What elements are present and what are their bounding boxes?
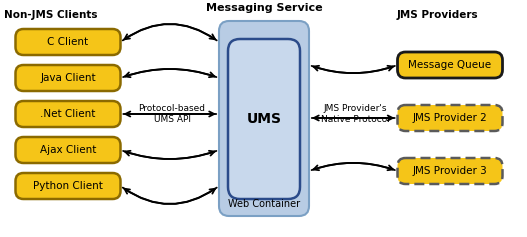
- Text: .Net Client: .Net Client: [40, 109, 96, 119]
- FancyBboxPatch shape: [15, 29, 121, 55]
- Text: JMS Provider 2: JMS Provider 2: [413, 113, 487, 123]
- Text: Protocol-based
UMS API: Protocol-based UMS API: [139, 104, 206, 124]
- Text: Python Client: Python Client: [33, 181, 103, 191]
- FancyBboxPatch shape: [228, 39, 300, 199]
- Text: Messaging Service: Messaging Service: [206, 3, 323, 13]
- Text: JMS Providers: JMS Providers: [397, 10, 479, 20]
- Text: UMS: UMS: [247, 112, 281, 126]
- FancyBboxPatch shape: [15, 137, 121, 163]
- FancyBboxPatch shape: [397, 52, 503, 78]
- FancyBboxPatch shape: [397, 105, 503, 131]
- Text: Java Client: Java Client: [40, 73, 96, 83]
- Text: Ajax Client: Ajax Client: [40, 145, 96, 155]
- Text: JMS Provider's
Native Protocol: JMS Provider's Native Protocol: [320, 104, 389, 124]
- Text: C Client: C Client: [47, 37, 89, 47]
- FancyBboxPatch shape: [15, 101, 121, 127]
- Text: Non-JMS Clients: Non-JMS Clients: [4, 10, 97, 20]
- Text: Message Queue: Message Queue: [408, 60, 492, 70]
- FancyBboxPatch shape: [15, 65, 121, 91]
- Text: Web Container: Web Container: [228, 199, 300, 209]
- FancyBboxPatch shape: [219, 21, 309, 216]
- Text: JMS Provider 3: JMS Provider 3: [413, 166, 487, 176]
- FancyBboxPatch shape: [15, 173, 121, 199]
- FancyBboxPatch shape: [397, 158, 503, 184]
